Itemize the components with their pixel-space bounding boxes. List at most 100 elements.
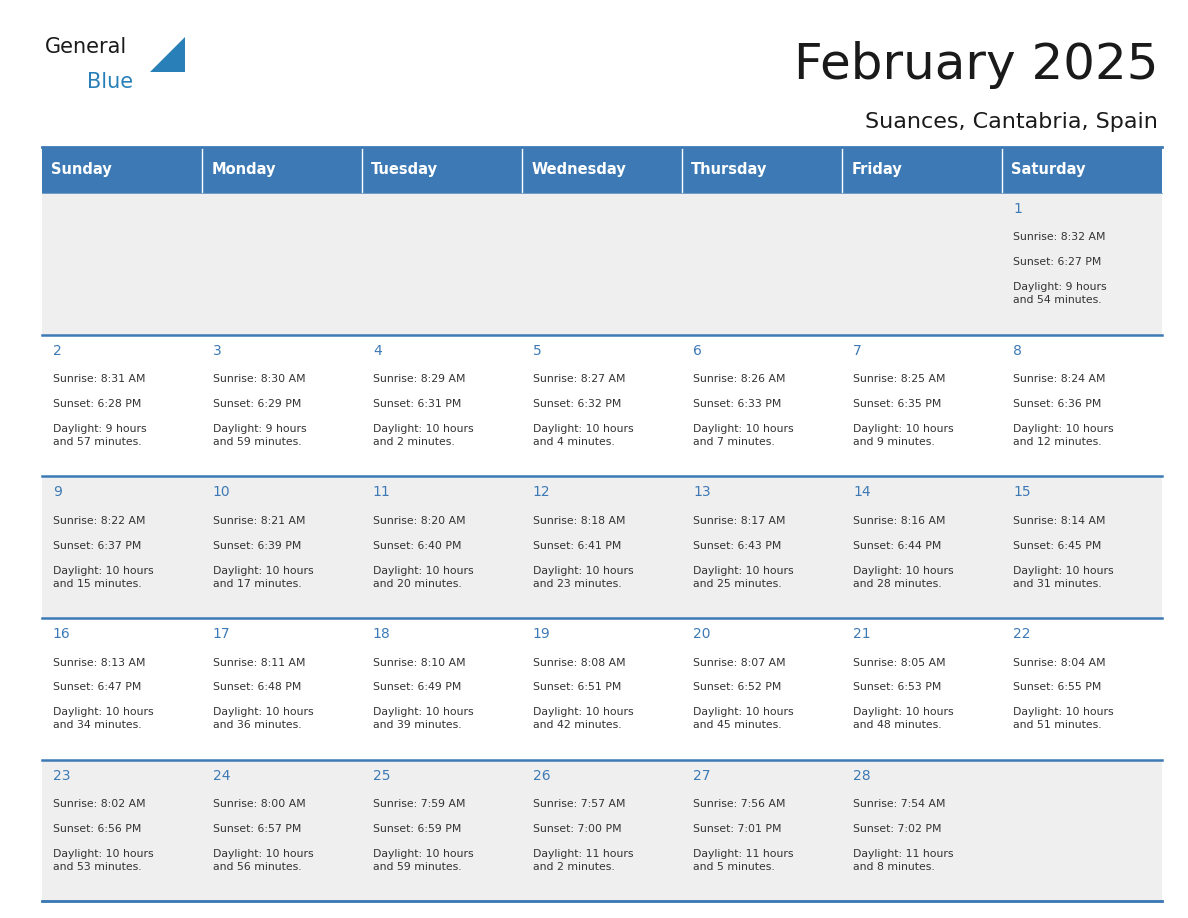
Text: Daylight: 11 hours
and 2 minutes.: Daylight: 11 hours and 2 minutes. bbox=[533, 849, 633, 872]
Text: Daylight: 9 hours
and 59 minutes.: Daylight: 9 hours and 59 minutes. bbox=[213, 424, 307, 447]
Text: Sunrise: 8:30 AM: Sunrise: 8:30 AM bbox=[213, 375, 305, 384]
Bar bbox=[202, 618, 361, 760]
Text: Sunrise: 8:14 AM: Sunrise: 8:14 AM bbox=[1013, 516, 1106, 526]
Bar bbox=[842, 760, 1001, 901]
Text: Sunset: 6:33 PM: Sunset: 6:33 PM bbox=[693, 399, 782, 409]
Text: Sunset: 6:41 PM: Sunset: 6:41 PM bbox=[533, 541, 621, 551]
Bar bbox=[361, 618, 522, 760]
Text: 20: 20 bbox=[693, 627, 710, 641]
Text: Sunset: 6:40 PM: Sunset: 6:40 PM bbox=[373, 541, 461, 551]
Text: Thursday: Thursday bbox=[691, 162, 767, 177]
Text: Sunday: Sunday bbox=[51, 162, 112, 177]
Bar bbox=[522, 760, 682, 901]
Text: Sunset: 6:56 PM: Sunset: 6:56 PM bbox=[52, 824, 141, 834]
Text: Sunrise: 7:59 AM: Sunrise: 7:59 AM bbox=[373, 800, 466, 810]
Text: Sunset: 6:32 PM: Sunset: 6:32 PM bbox=[533, 399, 621, 409]
Text: Daylight: 10 hours
and 56 minutes.: Daylight: 10 hours and 56 minutes. bbox=[213, 849, 314, 872]
Bar bbox=[361, 193, 522, 334]
Text: Sunrise: 8:10 AM: Sunrise: 8:10 AM bbox=[373, 657, 466, 667]
Bar bbox=[682, 760, 842, 901]
Text: Sunset: 6:45 PM: Sunset: 6:45 PM bbox=[1013, 541, 1101, 551]
Bar bbox=[361, 147, 522, 193]
Text: Sunrise: 8:24 AM: Sunrise: 8:24 AM bbox=[1013, 375, 1106, 384]
Text: Tuesday: Tuesday bbox=[372, 162, 438, 177]
Text: Sunrise: 8:17 AM: Sunrise: 8:17 AM bbox=[693, 516, 785, 526]
Text: 10: 10 bbox=[213, 486, 230, 499]
Text: Sunrise: 8:13 AM: Sunrise: 8:13 AM bbox=[52, 657, 145, 667]
Text: Sunset: 6:52 PM: Sunset: 6:52 PM bbox=[693, 682, 782, 692]
Text: 27: 27 bbox=[693, 769, 710, 783]
Text: Sunset: 6:51 PM: Sunset: 6:51 PM bbox=[533, 682, 621, 692]
Text: Suances, Cantabria, Spain: Suances, Cantabria, Spain bbox=[865, 112, 1158, 132]
Text: Sunset: 6:35 PM: Sunset: 6:35 PM bbox=[853, 399, 941, 409]
Text: Daylight: 10 hours
and 7 minutes.: Daylight: 10 hours and 7 minutes. bbox=[693, 424, 794, 447]
Bar bbox=[682, 476, 842, 618]
Text: General: General bbox=[45, 37, 127, 57]
Text: 7: 7 bbox=[853, 343, 861, 358]
Text: Daylight: 10 hours
and 2 minutes.: Daylight: 10 hours and 2 minutes. bbox=[373, 424, 474, 447]
Text: Daylight: 10 hours
and 12 minutes.: Daylight: 10 hours and 12 minutes. bbox=[1013, 424, 1113, 447]
Text: Sunrise: 8:08 AM: Sunrise: 8:08 AM bbox=[533, 657, 626, 667]
Bar bbox=[842, 476, 1001, 618]
Text: Monday: Monday bbox=[211, 162, 276, 177]
Text: 4: 4 bbox=[373, 343, 381, 358]
Text: 1: 1 bbox=[1013, 202, 1022, 216]
Text: 14: 14 bbox=[853, 486, 871, 499]
Text: 23: 23 bbox=[52, 769, 70, 783]
Text: 13: 13 bbox=[693, 486, 710, 499]
Text: 6: 6 bbox=[693, 343, 702, 358]
Text: Sunset: 6:43 PM: Sunset: 6:43 PM bbox=[693, 541, 782, 551]
Bar bbox=[1001, 760, 1162, 901]
Text: Sunset: 6:37 PM: Sunset: 6:37 PM bbox=[52, 541, 141, 551]
Text: 16: 16 bbox=[52, 627, 70, 641]
Bar bbox=[1001, 334, 1162, 476]
Text: 12: 12 bbox=[533, 486, 550, 499]
Text: Sunrise: 8:32 AM: Sunrise: 8:32 AM bbox=[1013, 232, 1106, 242]
Text: Sunset: 6:31 PM: Sunset: 6:31 PM bbox=[373, 399, 461, 409]
Text: Sunrise: 8:16 AM: Sunrise: 8:16 AM bbox=[853, 516, 946, 526]
Text: Sunrise: 8:07 AM: Sunrise: 8:07 AM bbox=[693, 657, 785, 667]
Text: Sunset: 6:27 PM: Sunset: 6:27 PM bbox=[1013, 257, 1101, 267]
Text: Sunrise: 8:21 AM: Sunrise: 8:21 AM bbox=[213, 516, 305, 526]
Bar bbox=[361, 334, 522, 476]
Text: Daylight: 10 hours
and 31 minutes.: Daylight: 10 hours and 31 minutes. bbox=[1013, 565, 1113, 588]
Text: Daylight: 10 hours
and 51 minutes.: Daylight: 10 hours and 51 minutes. bbox=[1013, 707, 1113, 731]
Text: Daylight: 10 hours
and 15 minutes.: Daylight: 10 hours and 15 minutes. bbox=[52, 565, 153, 588]
Bar bbox=[682, 147, 842, 193]
Bar bbox=[842, 618, 1001, 760]
Text: 25: 25 bbox=[373, 769, 391, 783]
Text: Sunrise: 8:22 AM: Sunrise: 8:22 AM bbox=[52, 516, 145, 526]
Text: 9: 9 bbox=[52, 486, 62, 499]
Text: Sunset: 7:01 PM: Sunset: 7:01 PM bbox=[693, 824, 782, 834]
Text: Sunset: 7:02 PM: Sunset: 7:02 PM bbox=[853, 824, 941, 834]
Text: Sunset: 7:00 PM: Sunset: 7:00 PM bbox=[533, 824, 621, 834]
Text: Daylight: 11 hours
and 8 minutes.: Daylight: 11 hours and 8 minutes. bbox=[853, 849, 954, 872]
Text: Sunrise: 8:31 AM: Sunrise: 8:31 AM bbox=[52, 375, 145, 384]
Text: Daylight: 10 hours
and 20 minutes.: Daylight: 10 hours and 20 minutes. bbox=[373, 565, 474, 588]
Text: Sunset: 6:49 PM: Sunset: 6:49 PM bbox=[373, 682, 461, 692]
Text: Sunset: 6:55 PM: Sunset: 6:55 PM bbox=[1013, 682, 1101, 692]
Bar bbox=[1001, 476, 1162, 618]
Text: Sunrise: 8:11 AM: Sunrise: 8:11 AM bbox=[213, 657, 305, 667]
Text: Daylight: 9 hours
and 57 minutes.: Daylight: 9 hours and 57 minutes. bbox=[52, 424, 146, 447]
Text: Sunrise: 8:25 AM: Sunrise: 8:25 AM bbox=[853, 375, 946, 384]
Text: Sunrise: 7:54 AM: Sunrise: 7:54 AM bbox=[853, 800, 946, 810]
Text: Saturday: Saturday bbox=[1011, 162, 1086, 177]
Bar bbox=[202, 334, 361, 476]
Text: Daylight: 10 hours
and 9 minutes.: Daylight: 10 hours and 9 minutes. bbox=[853, 424, 954, 447]
Text: Sunset: 6:44 PM: Sunset: 6:44 PM bbox=[853, 541, 941, 551]
Text: 28: 28 bbox=[853, 769, 871, 783]
Text: Sunset: 6:36 PM: Sunset: 6:36 PM bbox=[1013, 399, 1101, 409]
Bar bbox=[682, 618, 842, 760]
Bar bbox=[522, 476, 682, 618]
Text: Daylight: 10 hours
and 59 minutes.: Daylight: 10 hours and 59 minutes. bbox=[373, 849, 474, 872]
Text: Daylight: 9 hours
and 54 minutes.: Daylight: 9 hours and 54 minutes. bbox=[1013, 282, 1107, 306]
Text: 24: 24 bbox=[213, 769, 230, 783]
Text: Blue: Blue bbox=[87, 72, 133, 92]
Bar bbox=[682, 334, 842, 476]
Text: February 2025: February 2025 bbox=[794, 41, 1158, 89]
Text: 3: 3 bbox=[213, 343, 222, 358]
Text: Daylight: 10 hours
and 42 minutes.: Daylight: 10 hours and 42 minutes. bbox=[533, 707, 633, 731]
Text: Daylight: 10 hours
and 45 minutes.: Daylight: 10 hours and 45 minutes. bbox=[693, 707, 794, 731]
Bar bbox=[682, 193, 842, 334]
